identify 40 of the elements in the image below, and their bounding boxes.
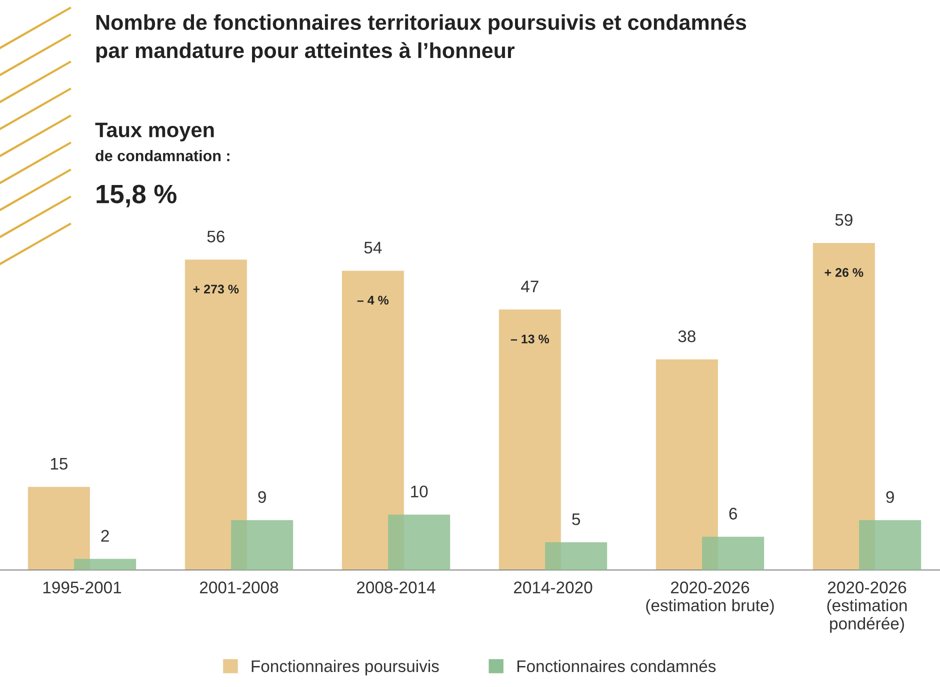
data-label: 10 [411, 486, 428, 498]
data-label: 5 [572, 513, 580, 526]
legend-label: Fonctionnaires condamnés [517, 660, 716, 672]
data-label: 6 [729, 508, 737, 520]
bar [388, 514, 450, 570]
chart-title: Nombre de fonctionnaires territoriaux poursuivis et condamnés par mandature pour atteintes à l’honneur [96, 14, 746, 62]
bar [28, 486, 90, 570]
annotation: + 26 % [824, 268, 864, 277]
data-label: 15 [50, 458, 68, 470]
x-tick-label: 2001-2008 [200, 582, 278, 594]
annotation: – 13 % [510, 334, 550, 344]
x-tick-label: 2014-2020 [514, 582, 592, 594]
bar [498, 310, 561, 570]
data-label: 59 [835, 214, 852, 226]
bar [859, 520, 922, 570]
x-tick-label: 2020-2026 (estimation brute) [646, 582, 774, 615]
annotation: – 4 % [357, 296, 389, 305]
data-label: 38 [678, 330, 696, 342]
bar [702, 536, 764, 570]
text: 15,8 % [96, 184, 176, 208]
bar [74, 558, 136, 570]
data-label: 2 [101, 530, 109, 542]
bar [656, 359, 718, 570]
data-label: 9 [886, 491, 894, 503]
bar [231, 520, 294, 570]
annotation: + 273 % [193, 284, 239, 294]
text: de condamnation : [96, 150, 230, 162]
x-tick-label: 1995-2001 [43, 582, 122, 594]
chart-subtitle: Taux moyen [95, 122, 214, 142]
data-label: 47 [521, 280, 538, 292]
data-label: 9 [258, 491, 266, 503]
data-label: 54 [364, 242, 382, 254]
x-tick-label: 2008-2014 [356, 582, 436, 594]
bar [812, 243, 875, 570]
bar [184, 260, 247, 570]
data-label: 56 [207, 230, 224, 242]
bar [342, 270, 404, 570]
bar [545, 542, 608, 570]
x-tick-label: 2020-2026 (estimation pondérée) [827, 582, 907, 633]
legend-label: Fonctionnaires poursuivis [252, 660, 439, 676]
